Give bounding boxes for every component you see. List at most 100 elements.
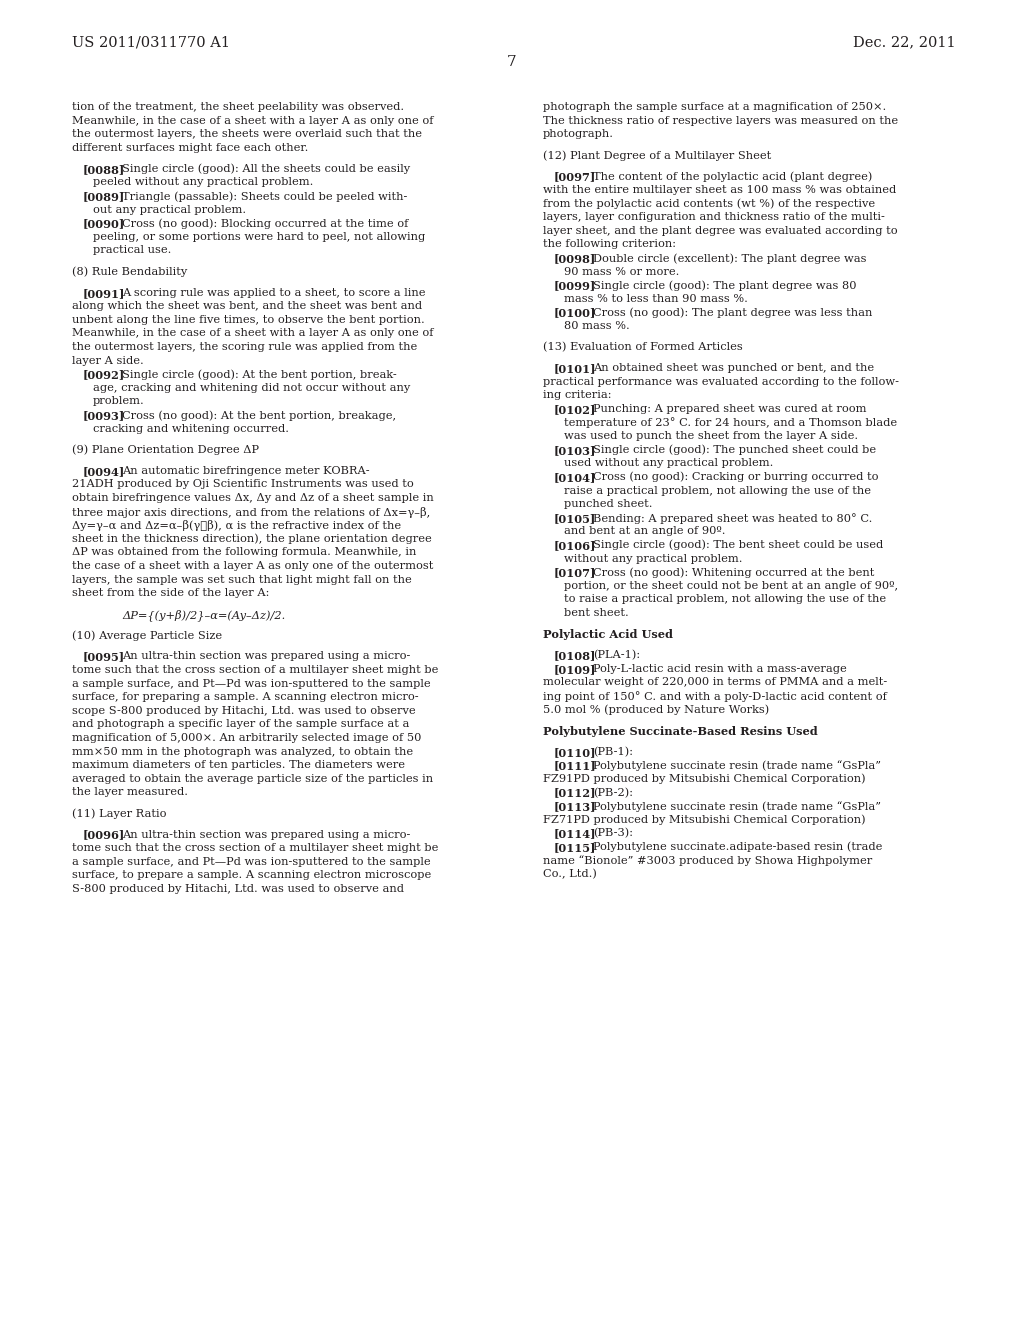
Text: [0103]: [0103]	[554, 445, 596, 455]
Text: (11) Layer Ratio: (11) Layer Ratio	[72, 809, 167, 820]
Text: mm×50 mm in the photograph was analyzed, to obtain the: mm×50 mm in the photograph was analyzed,…	[72, 747, 413, 756]
Text: layer sheet, and the plant degree was evaluated according to: layer sheet, and the plant degree was ev…	[543, 226, 898, 236]
Text: raise a practical problem, not allowing the use of the: raise a practical problem, not allowing …	[564, 486, 871, 495]
Text: ing point of 150° C. and with a poly-D-lactic acid content of: ing point of 150° C. and with a poly-D-l…	[543, 690, 887, 702]
Text: peeling, or some portions were hard to peel, not allowing: peeling, or some portions were hard to p…	[93, 232, 425, 242]
Text: [0088]: [0088]	[83, 164, 125, 174]
Text: 21ADH produced by Oji Scientific Instruments was used to: 21ADH produced by Oji Scientific Instrum…	[72, 479, 414, 490]
Text: 90 mass % or more.: 90 mass % or more.	[564, 267, 679, 277]
Text: [0096]: [0096]	[83, 829, 125, 841]
Text: Cross (no good): Blocking occurred at the time of: Cross (no good): Blocking occurred at th…	[123, 218, 409, 228]
Text: tome such that the cross section of a multilayer sheet might be: tome such that the cross section of a mu…	[72, 665, 438, 675]
Text: Single circle (good): The punched sheet could be: Single circle (good): The punched sheet …	[593, 445, 877, 455]
Text: [0114]: [0114]	[554, 828, 596, 840]
Text: along which the sheet was bent, and the sheet was bent and: along which the sheet was bent, and the …	[72, 301, 422, 312]
Text: Polylactic Acid Used: Polylactic Acid Used	[543, 630, 673, 640]
Text: An ultra-thin section was prepared using a micro-: An ultra-thin section was prepared using…	[123, 652, 411, 661]
Text: age, cracking and whitening did not occur without any: age, cracking and whitening did not occu…	[93, 383, 411, 393]
Text: molecular weight of 220,000 in terms of PMMA and a melt-: molecular weight of 220,000 in terms of …	[543, 677, 887, 688]
Text: 5.0 mol % (produced by Nature Works): 5.0 mol % (produced by Nature Works)	[543, 705, 769, 715]
Text: Triangle (passable): Sheets could be peeled with-: Triangle (passable): Sheets could be pee…	[123, 191, 408, 202]
Text: photograph.: photograph.	[543, 129, 614, 139]
Text: and bent at an angle of 90º.: and bent at an angle of 90º.	[564, 527, 725, 536]
Text: punched sheet.: punched sheet.	[564, 499, 652, 510]
Text: A scoring rule was applied to a sheet, to score a line: A scoring rule was applied to a sheet, t…	[123, 288, 426, 297]
Text: tion of the treatment, the sheet peelability was observed.: tion of the treatment, the sheet peelabi…	[72, 102, 404, 112]
Text: [0097]: [0097]	[554, 172, 596, 182]
Text: [0090]: [0090]	[83, 218, 125, 230]
Text: (PLA-1):: (PLA-1):	[593, 649, 641, 660]
Text: The thickness ratio of respective layers was measured on the: The thickness ratio of respective layers…	[543, 116, 898, 125]
Text: Cross (no good): Cracking or burring occurred to: Cross (no good): Cracking or burring occ…	[593, 473, 879, 483]
Text: name “Bionole” #3003 produced by Showa Highpolymer: name “Bionole” #3003 produced by Showa H…	[543, 855, 872, 866]
Text: [0104]: [0104]	[554, 473, 596, 483]
Text: maximum diameters of ten particles. The diameters were: maximum diameters of ten particles. The …	[72, 760, 406, 771]
Text: Single circle (good): The bent sheet could be used: Single circle (good): The bent sheet cou…	[593, 540, 884, 550]
Text: layer A side.: layer A side.	[72, 355, 143, 366]
Text: ΔP={(y+β)/2}–α=(Ay–Δz)/2.: ΔP={(y+β)/2}–α=(Ay–Δz)/2.	[122, 610, 286, 622]
Text: (12) Plant Degree of a Multilayer Sheet: (12) Plant Degree of a Multilayer Sheet	[543, 150, 771, 161]
Text: and photograph a specific layer of the sample surface at a: and photograph a specific layer of the s…	[72, 719, 410, 730]
Text: practical use.: practical use.	[93, 246, 171, 256]
Text: peeled without any practical problem.: peeled without any practical problem.	[93, 177, 313, 187]
Text: was used to punch the sheet from the layer A side.: was used to punch the sheet from the lay…	[564, 432, 858, 441]
Text: [0102]: [0102]	[554, 404, 596, 414]
Text: [0099]: [0099]	[554, 280, 596, 292]
Text: magnification of 5,000×. An arbitrarily selected image of 50: magnification of 5,000×. An arbitrarily …	[72, 733, 421, 743]
Text: used without any practical problem.: used without any practical problem.	[564, 458, 773, 469]
Text: Polybutylene Succinate-Based Resins Used: Polybutylene Succinate-Based Resins Used	[543, 726, 818, 737]
Text: An obtained sheet was punched or bent, and the: An obtained sheet was punched or bent, a…	[593, 363, 874, 374]
Text: ΔP was obtained from the following formula. Meanwhile, in: ΔP was obtained from the following formu…	[72, 548, 417, 557]
Text: a sample surface, and Pt—Pd was ion-sputtered to the sample: a sample surface, and Pt—Pd was ion-sput…	[72, 678, 431, 689]
Text: [0089]: [0089]	[83, 191, 125, 202]
Text: Δy=γ–α and Δz=α–β(γ≧β), α is the refractive index of the: Δy=γ–α and Δz=α–β(γ≧β), α is the refract…	[72, 520, 401, 531]
Text: cracking and whitening occurred.: cracking and whitening occurred.	[93, 424, 289, 434]
Text: (9) Plane Orientation Degree ΔP: (9) Plane Orientation Degree ΔP	[72, 445, 259, 455]
Text: scope S-800 produced by Hitachi, Ltd. was used to observe: scope S-800 produced by Hitachi, Ltd. wa…	[72, 706, 416, 715]
Text: layers, layer configuration and thickness ratio of the multi-: layers, layer configuration and thicknes…	[543, 213, 885, 222]
Text: Punching: A prepared sheet was cured at room: Punching: A prepared sheet was cured at …	[593, 404, 867, 414]
Text: the layer measured.: the layer measured.	[72, 788, 188, 797]
Text: The content of the polylactic acid (plant degree): The content of the polylactic acid (plan…	[593, 172, 872, 182]
Text: averaged to obtain the average particle size of the particles in: averaged to obtain the average particle …	[72, 774, 433, 784]
Text: the following criterion:: the following criterion:	[543, 239, 676, 249]
Text: 80 mass %.: 80 mass %.	[564, 321, 630, 331]
Text: Bending: A prepared sheet was heated to 80° C.: Bending: A prepared sheet was heated to …	[593, 512, 872, 524]
Text: Meanwhile, in the case of a sheet with a layer A as only one of: Meanwhile, in the case of a sheet with a…	[72, 116, 433, 125]
Text: Cross (no good): The plant degree was less than: Cross (no good): The plant degree was le…	[593, 308, 872, 318]
Text: three major axis directions, and from the relations of Δx=γ–β,: three major axis directions, and from th…	[72, 507, 430, 517]
Text: problem.: problem.	[93, 396, 144, 407]
Text: mass % to less than 90 mass %.: mass % to less than 90 mass %.	[564, 294, 748, 304]
Text: Polybutylene succinate.adipate-based resin (trade: Polybutylene succinate.adipate-based res…	[593, 842, 883, 853]
Text: [0115]: [0115]	[554, 842, 596, 853]
Text: bent sheet.: bent sheet.	[564, 609, 629, 618]
Text: [0112]: [0112]	[554, 788, 596, 799]
Text: with the entire multilayer sheet as 100 mass % was obtained: with the entire multilayer sheet as 100 …	[543, 185, 896, 195]
Text: temperature of 23° C. for 24 hours, and a Thomson blade: temperature of 23° C. for 24 hours, and …	[564, 417, 897, 429]
Text: [0101]: [0101]	[554, 363, 596, 374]
Text: portion, or the sheet could not be bent at an angle of 90º,: portion, or the sheet could not be bent …	[564, 581, 898, 591]
Text: Double circle (excellent): The plant degree was: Double circle (excellent): The plant deg…	[593, 253, 867, 264]
Text: [0109]: [0109]	[554, 664, 596, 675]
Text: unbent along the line five times, to observe the bent portion.: unbent along the line five times, to obs…	[72, 315, 425, 325]
Text: Single circle (good): The plant degree was 80: Single circle (good): The plant degree w…	[593, 280, 857, 290]
Text: a sample surface, and Pt—Pd was ion-sputtered to the sample: a sample surface, and Pt—Pd was ion-sput…	[72, 857, 431, 867]
Text: Cross (no good): Whitening occurred at the bent: Cross (no good): Whitening occurred at t…	[593, 568, 874, 578]
Text: (PB-1):: (PB-1):	[593, 747, 634, 756]
Text: tome such that the cross section of a multilayer sheet might be: tome such that the cross section of a mu…	[72, 843, 438, 853]
Text: [0100]: [0100]	[554, 308, 596, 318]
Text: (PB-3):: (PB-3):	[593, 828, 634, 838]
Text: Dec. 22, 2011: Dec. 22, 2011	[853, 36, 956, 49]
Text: surface, for preparing a sample. A scanning electron micro-: surface, for preparing a sample. A scann…	[72, 692, 419, 702]
Text: [0111]: [0111]	[554, 760, 596, 771]
Text: [0110]: [0110]	[554, 747, 596, 758]
Text: the outermost layers, the sheets were overlaid such that the: the outermost layers, the sheets were ov…	[72, 129, 422, 139]
Text: US 2011/0311770 A1: US 2011/0311770 A1	[72, 36, 230, 49]
Text: Cross (no good): At the bent portion, breakage,: Cross (no good): At the bent portion, br…	[123, 411, 396, 421]
Text: [0095]: [0095]	[83, 652, 125, 663]
Text: An ultra-thin section was prepared using a micro-: An ultra-thin section was prepared using…	[123, 829, 411, 840]
Text: Poly-L-lactic acid resin with a mass-average: Poly-L-lactic acid resin with a mass-ave…	[593, 664, 847, 673]
Text: 7: 7	[507, 55, 517, 69]
Text: (10) Average Particle Size: (10) Average Particle Size	[72, 631, 222, 642]
Text: [0105]: [0105]	[554, 512, 596, 524]
